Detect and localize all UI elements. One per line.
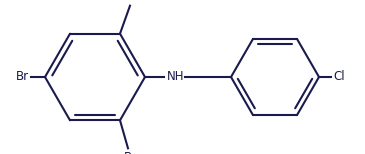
Text: Br: Br bbox=[123, 151, 137, 154]
Text: Br: Br bbox=[16, 71, 29, 83]
Text: NH: NH bbox=[167, 69, 184, 83]
Text: Br: Br bbox=[126, 0, 139, 3]
Text: Cl: Cl bbox=[333, 71, 345, 83]
